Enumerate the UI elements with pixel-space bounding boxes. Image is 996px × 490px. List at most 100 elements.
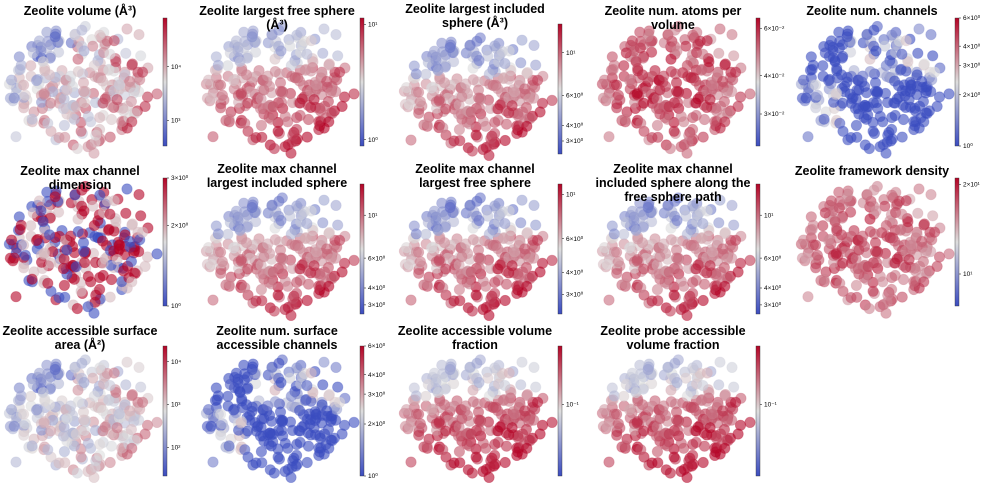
data-point bbox=[68, 113, 80, 125]
data-point bbox=[246, 201, 258, 214]
data-point bbox=[456, 91, 468, 103]
data-point bbox=[726, 28, 738, 41]
data-point bbox=[301, 48, 313, 60]
data-point bbox=[207, 131, 219, 143]
data-point bbox=[133, 28, 145, 41]
data-point bbox=[630, 224, 642, 237]
data-point bbox=[202, 404, 215, 416]
data-point bbox=[474, 102, 486, 115]
data-point bbox=[19, 249, 32, 261]
data-point bbox=[864, 66, 876, 78]
data-point bbox=[532, 396, 544, 408]
data-point bbox=[636, 399, 649, 411]
data-point bbox=[636, 237, 649, 249]
data-point bbox=[889, 75, 901, 87]
data-point bbox=[668, 451, 680, 463]
data-point bbox=[608, 59, 620, 71]
data-point bbox=[308, 422, 320, 434]
data-point bbox=[57, 103, 70, 115]
data-point bbox=[58, 446, 71, 458]
data-point bbox=[428, 367, 441, 379]
data-point bbox=[665, 66, 677, 78]
data-point bbox=[120, 47, 132, 59]
colorbar-tick-label: 4×10⁰ bbox=[764, 284, 782, 292]
data-point bbox=[205, 420, 217, 432]
data-point bbox=[240, 69, 253, 81]
data-point bbox=[701, 35, 713, 47]
data-point bbox=[902, 56, 914, 68]
data-point bbox=[619, 440, 631, 452]
data-point bbox=[811, 249, 824, 261]
data-point bbox=[690, 263, 702, 275]
data-point bbox=[207, 294, 219, 306]
data-point bbox=[664, 305, 676, 317]
data-point bbox=[234, 56, 246, 68]
data-point bbox=[713, 379, 725, 391]
data-point bbox=[483, 309, 495, 321]
data-point bbox=[652, 131, 664, 143]
data-point bbox=[864, 53, 876, 65]
data-point bbox=[618, 60, 630, 72]
data-point bbox=[71, 467, 83, 479]
data-point bbox=[246, 363, 258, 376]
data-point bbox=[410, 68, 422, 80]
data-point bbox=[889, 235, 901, 247]
data-point bbox=[623, 74, 636, 87]
data-point bbox=[690, 425, 702, 437]
colorbar-tick-label: 3×10⁰ bbox=[764, 301, 782, 309]
data-point bbox=[868, 184, 880, 196]
data-point bbox=[25, 220, 37, 232]
data-point bbox=[97, 425, 109, 437]
data-point bbox=[428, 205, 441, 217]
data-point bbox=[719, 389, 731, 401]
data-point bbox=[207, 456, 219, 468]
data-point bbox=[879, 200, 891, 212]
data-point bbox=[139, 100, 151, 113]
data-point bbox=[619, 113, 631, 125]
colorbar-tick-label: 10⁰ bbox=[171, 302, 181, 310]
data-point bbox=[827, 45, 839, 57]
data-point bbox=[348, 416, 360, 429]
chart-title: Zeolite volume (Å³) bbox=[23, 4, 137, 18]
chart-title: Zeolite framework density bbox=[794, 164, 950, 178]
data-point bbox=[310, 246, 323, 258]
data-point bbox=[437, 282, 449, 294]
data-point bbox=[97, 404, 109, 417]
data-point bbox=[886, 272, 898, 284]
scatter-plot: 10¹ 6×10⁰ 4×10⁰ 3×10⁰ bbox=[398, 183, 584, 321]
chart-panel: 10¹ 6×10⁰ 4×10⁰ 3×10⁰ Zeolite max channel in… bbox=[593, 160, 793, 323]
data-point bbox=[618, 390, 630, 402]
data-point bbox=[322, 95, 334, 108]
data-point bbox=[732, 428, 744, 440]
data-point bbox=[15, 219, 27, 231]
data-point bbox=[94, 189, 106, 201]
data-point bbox=[894, 224, 907, 236]
data-point bbox=[75, 125, 87, 137]
data-point bbox=[322, 261, 334, 274]
data-point bbox=[421, 278, 433, 290]
data-point bbox=[690, 242, 702, 255]
data-point bbox=[334, 66, 346, 78]
data-point bbox=[242, 425, 254, 437]
data-point bbox=[744, 254, 756, 267]
data-point bbox=[26, 440, 38, 452]
colorbar-tick-label: 2×10⁰ bbox=[963, 91, 981, 99]
data-point bbox=[687, 200, 699, 212]
scatter-plot: 6×10⁰ 4×10⁰ 3×10⁰ 2×10⁰ 10⁰ bbox=[795, 14, 981, 159]
data-point bbox=[18, 79, 30, 91]
data-point bbox=[33, 35, 46, 47]
data-point bbox=[440, 425, 452, 437]
data-point bbox=[822, 74, 835, 87]
data-point bbox=[797, 234, 810, 246]
data-point bbox=[728, 50, 740, 62]
data-point bbox=[802, 291, 814, 303]
data-point bbox=[405, 294, 417, 306]
data-point bbox=[454, 457, 466, 469]
data-point bbox=[532, 234, 544, 246]
data-point bbox=[400, 242, 413, 254]
data-point bbox=[273, 24, 285, 36]
data-point bbox=[473, 54, 485, 67]
data-point bbox=[19, 418, 32, 430]
data-point bbox=[918, 116, 930, 128]
data-point bbox=[139, 260, 151, 273]
